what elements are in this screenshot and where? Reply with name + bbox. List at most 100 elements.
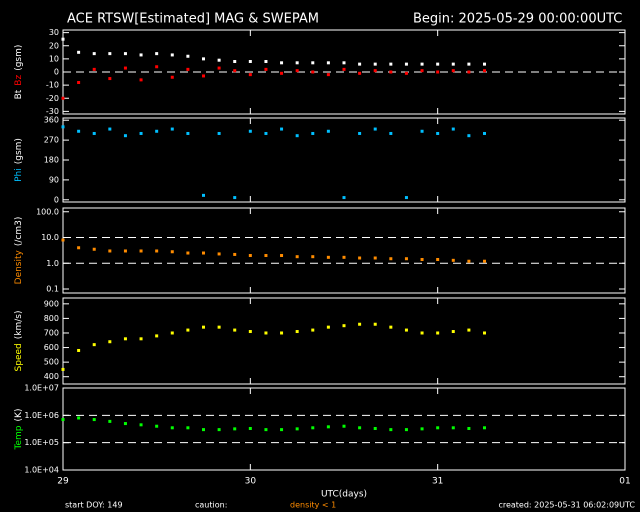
y-tick-label: 0 <box>54 68 59 77</box>
data-point <box>233 328 237 332</box>
data-point <box>483 131 486 135</box>
data-point <box>311 131 315 135</box>
data-point <box>373 426 377 430</box>
data-point <box>420 331 424 335</box>
y-tick-label: 360 <box>44 116 59 125</box>
data-point <box>358 256 362 260</box>
data-point <box>170 75 174 79</box>
data-point <box>420 129 424 133</box>
data-point <box>202 251 205 255</box>
data-point <box>451 426 455 430</box>
data-point <box>342 61 346 65</box>
y-tick-label: 500 <box>44 358 59 367</box>
panel-frame <box>62 207 626 294</box>
data-point <box>108 249 112 253</box>
y-tick-label: 600 <box>44 343 59 352</box>
data-point <box>451 62 455 66</box>
data-point <box>233 196 237 200</box>
data-point <box>77 348 81 352</box>
data-point <box>92 67 96 71</box>
data-point <box>311 70 315 74</box>
data-point <box>280 71 284 75</box>
y-tick-label: 10.0 <box>41 233 59 242</box>
data-point <box>373 62 377 66</box>
data-point <box>389 62 393 66</box>
data-point <box>123 422 127 426</box>
y-tick-label: 1.0E+04 <box>24 466 59 475</box>
data-point <box>155 52 159 56</box>
data-point <box>123 134 127 138</box>
y-tick-label: 30 <box>49 28 59 37</box>
data-point <box>358 426 362 430</box>
y-axis-label-part: Phi <box>14 168 24 182</box>
x-tick-label: 29 <box>57 477 69 487</box>
data-point <box>108 77 112 81</box>
data-point <box>170 127 174 131</box>
y-tick-label: -10 <box>46 81 59 90</box>
data-point <box>139 78 143 82</box>
data-point <box>280 127 284 131</box>
y-tick-label: 900 <box>44 299 59 308</box>
data-point <box>389 70 393 74</box>
data-point <box>389 428 393 432</box>
y-tick-label: 1.0E+05 <box>24 438 59 447</box>
x-tick-label: 01 <box>619 477 630 487</box>
y-tick-label: 0 <box>54 195 59 204</box>
data-point <box>92 247 96 251</box>
data-point <box>202 57 205 61</box>
data-point <box>404 196 408 200</box>
x-axis-label: UTC(days) <box>321 490 367 500</box>
data-point <box>61 96 65 100</box>
panel-frame <box>62 387 626 471</box>
created-time: created: 2025-05-31 06:02:09UTC <box>498 501 635 510</box>
data-point <box>295 255 299 259</box>
data-point <box>217 325 221 329</box>
data-point <box>170 250 174 254</box>
data-point <box>123 66 127 70</box>
data-point <box>233 60 237 63</box>
data-point <box>358 62 362 66</box>
data-point <box>311 328 315 332</box>
y-axis-label-part: Bt <box>14 89 24 99</box>
data-point <box>342 255 346 259</box>
data-point <box>248 73 252 77</box>
data-point <box>420 427 424 431</box>
data-point <box>155 334 159 338</box>
data-point <box>186 328 190 332</box>
data-point <box>467 259 471 263</box>
y-axis-label: Phi (gsm) <box>14 138 24 182</box>
chart-title: ACE RTSW[Estimated] MAG & SWEPAM <box>67 12 319 27</box>
y-tick-label: 1.0 <box>46 259 59 268</box>
y-tick-label: 20 <box>49 41 59 50</box>
data-point <box>155 424 159 428</box>
y-tick-label: 700 <box>44 328 59 337</box>
caution-note: density < 1 <box>290 501 336 510</box>
data-point <box>61 418 65 422</box>
y-tick-label: 1.0E+07 <box>24 384 59 393</box>
data-point <box>202 428 205 432</box>
data-point <box>326 425 330 429</box>
data-point <box>202 193 205 197</box>
data-point <box>155 129 159 133</box>
y-axis-label-part: Bz <box>14 75 24 86</box>
data-point <box>404 71 408 75</box>
data-point <box>420 62 424 66</box>
y-axis-label: Speed (km/s) <box>14 311 24 372</box>
data-point <box>420 69 424 73</box>
data-point <box>295 427 299 431</box>
data-point <box>123 52 127 56</box>
data-point <box>404 428 408 432</box>
data-point <box>373 127 377 131</box>
data-point <box>217 252 221 256</box>
data-point <box>467 328 471 332</box>
data-point <box>389 131 393 135</box>
data-point <box>77 246 81 250</box>
data-point <box>264 60 268 63</box>
data-point <box>186 67 190 71</box>
data-point <box>217 428 221 432</box>
x-tick-label: 30 <box>245 477 257 487</box>
y-tick-label: 800 <box>44 314 59 323</box>
y-tick-label: 270 <box>44 136 59 145</box>
y-tick-label: 90 <box>49 175 59 184</box>
